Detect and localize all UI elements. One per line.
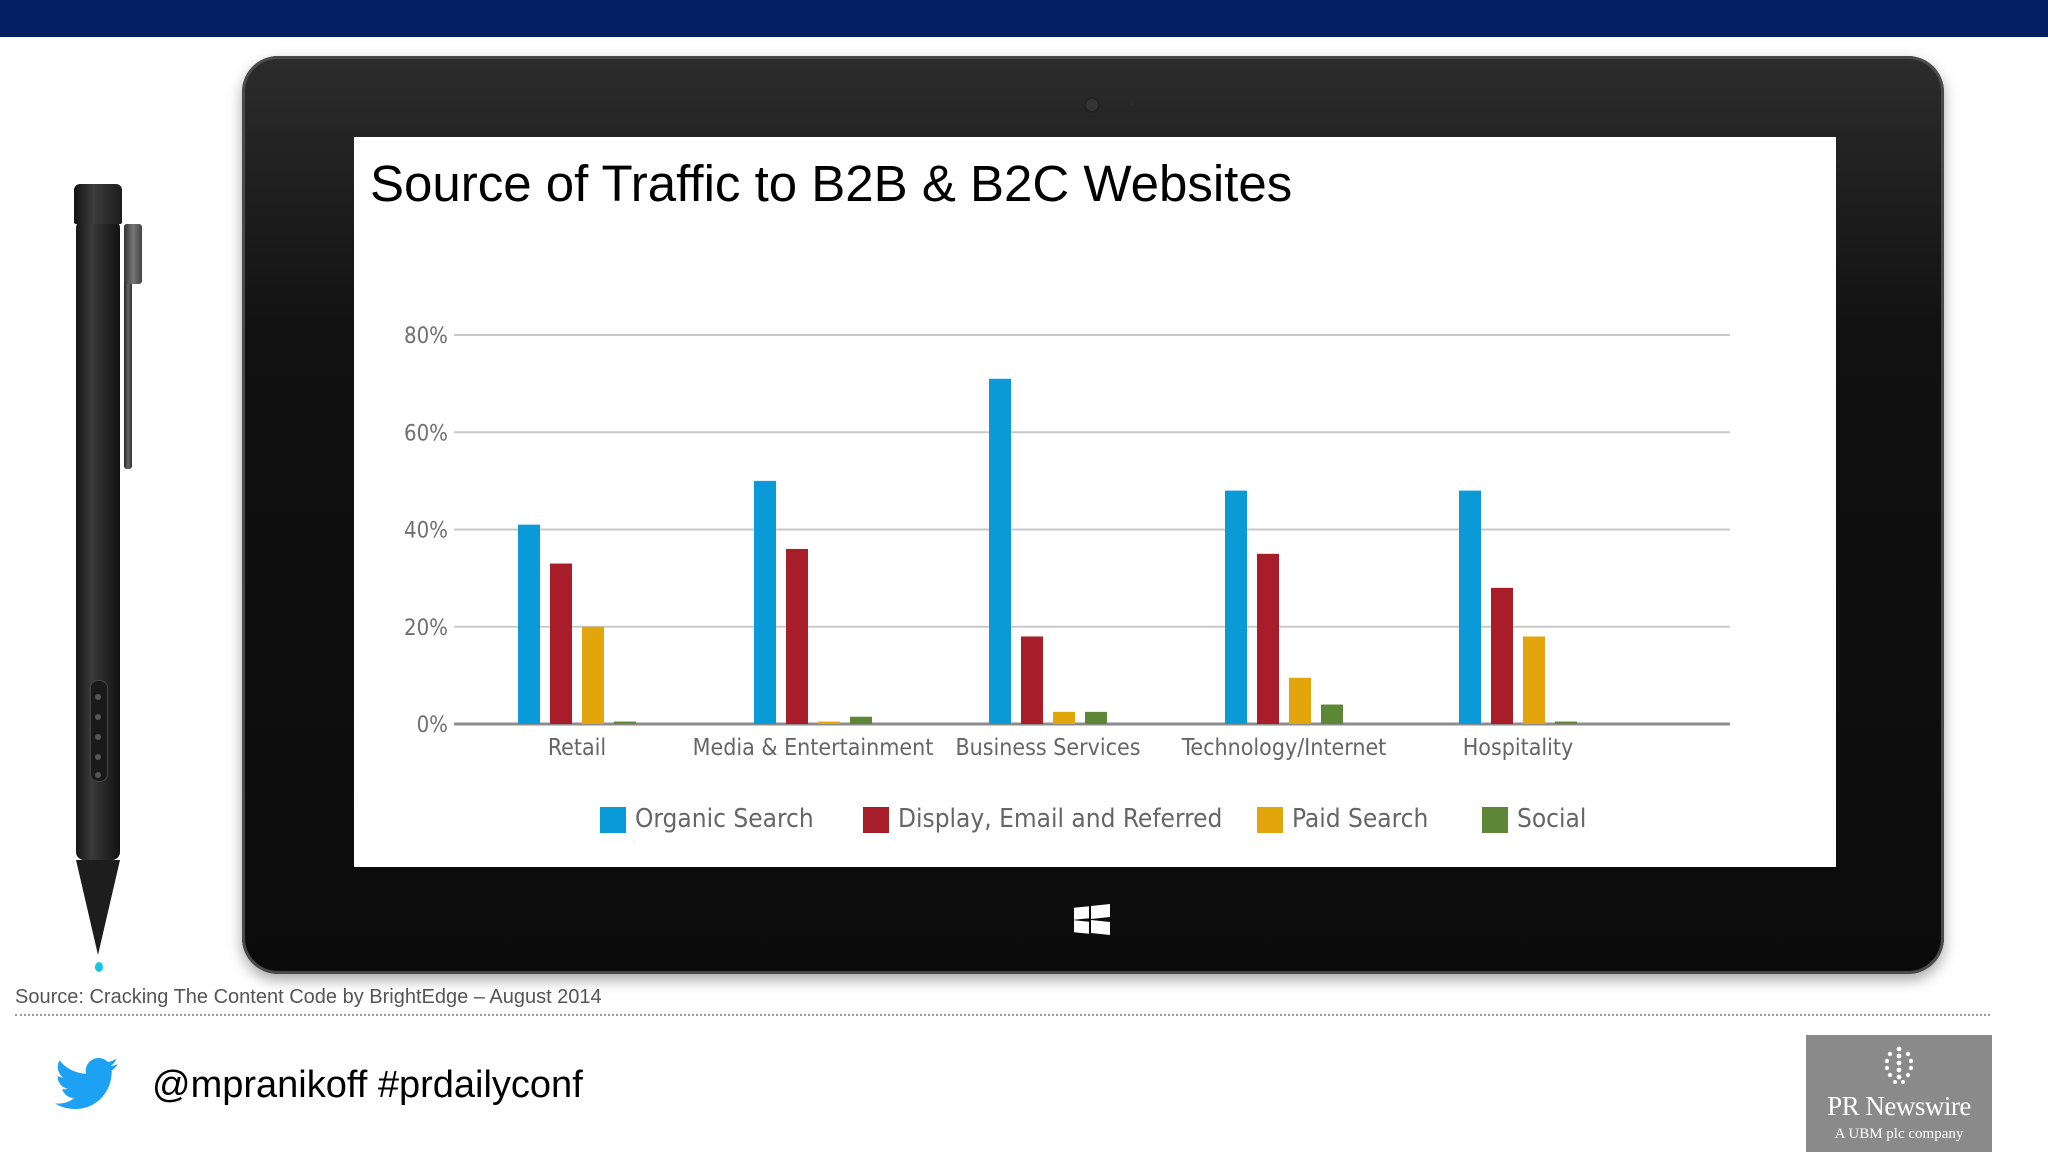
y-tick-label: 60%: [404, 421, 448, 446]
bar: [1021, 636, 1043, 724]
legend-swatch: [1257, 807, 1283, 833]
bar: [786, 548, 808, 724]
bar: [1289, 677, 1311, 724]
bar: [1523, 636, 1545, 724]
footer-divider: [15, 1014, 1990, 1016]
bar: [989, 378, 1011, 724]
y-tick-label: 0%: [417, 713, 448, 738]
bar: [1555, 721, 1577, 724]
logo-subtitle: A UBM plc company: [1834, 1126, 1964, 1142]
twitter-bird-icon: [55, 1058, 118, 1109]
bar: [1321, 704, 1343, 724]
bar-chart: 0% 20% 40% 60% 80% Retail Media & Entertainmen…: [404, 324, 1730, 834]
x-tick-label: Hospitality: [1463, 735, 1574, 761]
legend-label: Organic Search: [635, 804, 814, 834]
bar: [582, 626, 604, 724]
chart-title: Source of Traffic to B2B & B2C Websites: [370, 155, 1293, 212]
bar: [1491, 587, 1513, 724]
legend-swatch: [863, 807, 889, 833]
x-tick-label: Retail: [548, 735, 606, 761]
pr-newswire-logo-icon: [1884, 1046, 1914, 1084]
legend-swatch: [600, 807, 626, 833]
bar: [1053, 711, 1075, 724]
y-tick-label: 40%: [404, 519, 448, 544]
camera-icon: [1084, 97, 1100, 113]
tablet-screen: [354, 137, 1836, 867]
bar: [1257, 553, 1279, 724]
windows-logo-icon: [1074, 904, 1110, 935]
y-tick-label: 20%: [404, 616, 448, 641]
bar: [1459, 490, 1481, 724]
bar: [518, 524, 540, 724]
bar: [1085, 711, 1107, 724]
bar: [818, 721, 840, 724]
top-banner: [0, 0, 2048, 37]
sensor-dot: [1130, 102, 1134, 106]
bar: [614, 721, 636, 724]
y-tick-label: 80%: [404, 324, 448, 349]
x-tick-label: Business Services: [955, 735, 1140, 761]
bar: [1225, 490, 1247, 724]
x-tick-label: Technology/Internet: [1181, 735, 1387, 761]
legend-label: Display, Email and Referred: [898, 804, 1222, 834]
legend-swatch: [1482, 807, 1508, 833]
bar: [754, 480, 776, 724]
legend-label: Social: [1517, 804, 1586, 834]
source-note: Source: Cracking The Content Code by Bri…: [15, 986, 602, 1008]
bar: [850, 716, 872, 724]
pr-newswire-logo: PR Newswire A UBM plc company: [1806, 1035, 1992, 1152]
logo-name: PR Newswire: [1827, 1091, 1971, 1121]
bar: [550, 563, 572, 724]
x-tick-label: Media & Entertainment: [693, 735, 934, 761]
stylus-pen: [70, 184, 142, 974]
legend-label: Paid Search: [1292, 804, 1428, 834]
social-handle: @mpranikoff #prdailyconf: [152, 1064, 583, 1106]
